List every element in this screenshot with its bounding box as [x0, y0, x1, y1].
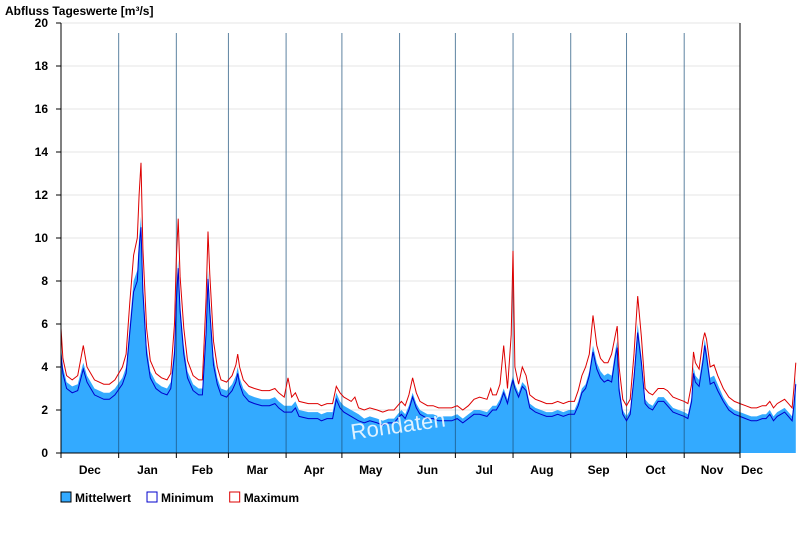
x-tick-label: Oct [645, 463, 665, 477]
y-tick-label: 6 [41, 317, 48, 331]
x-tick-label: Aug [530, 463, 553, 477]
legend-label: Mittelwert [75, 491, 131, 505]
y-tick-label: 20 [35, 16, 49, 30]
x-ticks: Dec Jan Feb Mar Apr May Jun Jul Aug Sep Oct Nov Dec [60, 453, 763, 477]
legend-swatch [60, 491, 72, 503]
y-ticks: 0 2 4 6 8 10 12 14 16 18 20 [35, 16, 61, 460]
series-line-minimum [60, 227, 797, 426]
y-tick-label: 8 [41, 274, 48, 288]
legend-swatch [146, 491, 158, 503]
y-tick-label: 14 [35, 145, 49, 159]
x-tick-label: Jan [137, 463, 158, 477]
month-separators [60, 33, 797, 453]
legend-swatch [229, 491, 241, 503]
legend-label: Maximum [244, 491, 299, 505]
legend: Mittelwert Minimum Maximum [60, 491, 299, 505]
x-tick-label: Mar [247, 463, 269, 477]
series-line-maximum [60, 162, 797, 413]
y-axis-label: Abfluss Tageswerte [m³/s] [5, 4, 153, 18]
x-tick-label: Feb [192, 463, 213, 477]
x-tick-label: Nov [701, 463, 724, 477]
series-layer [61, 216, 796, 453]
y-tick-label: 4 [41, 360, 48, 374]
y-tick-label: 2 [41, 403, 48, 417]
y-tick-label: 16 [35, 102, 49, 116]
x-tick-label: Jul [476, 463, 493, 477]
x-tick-label: Jun [417, 463, 438, 477]
y-tick-label: 12 [35, 188, 49, 202]
x-tick-label: May [359, 463, 383, 477]
x-tick-label: Dec [741, 463, 763, 477]
x-tick-label: Dec [79, 463, 101, 477]
y-tick-label: 10 [35, 231, 49, 245]
x-tick-label: Sep [588, 463, 610, 477]
legend-label: Minimum [161, 491, 214, 505]
x-tick-label: Apr [304, 463, 325, 477]
series-area-mittelwert [61, 216, 796, 453]
y-tick-label: 0 [41, 446, 48, 460]
y-tick-label: 18 [35, 59, 49, 73]
